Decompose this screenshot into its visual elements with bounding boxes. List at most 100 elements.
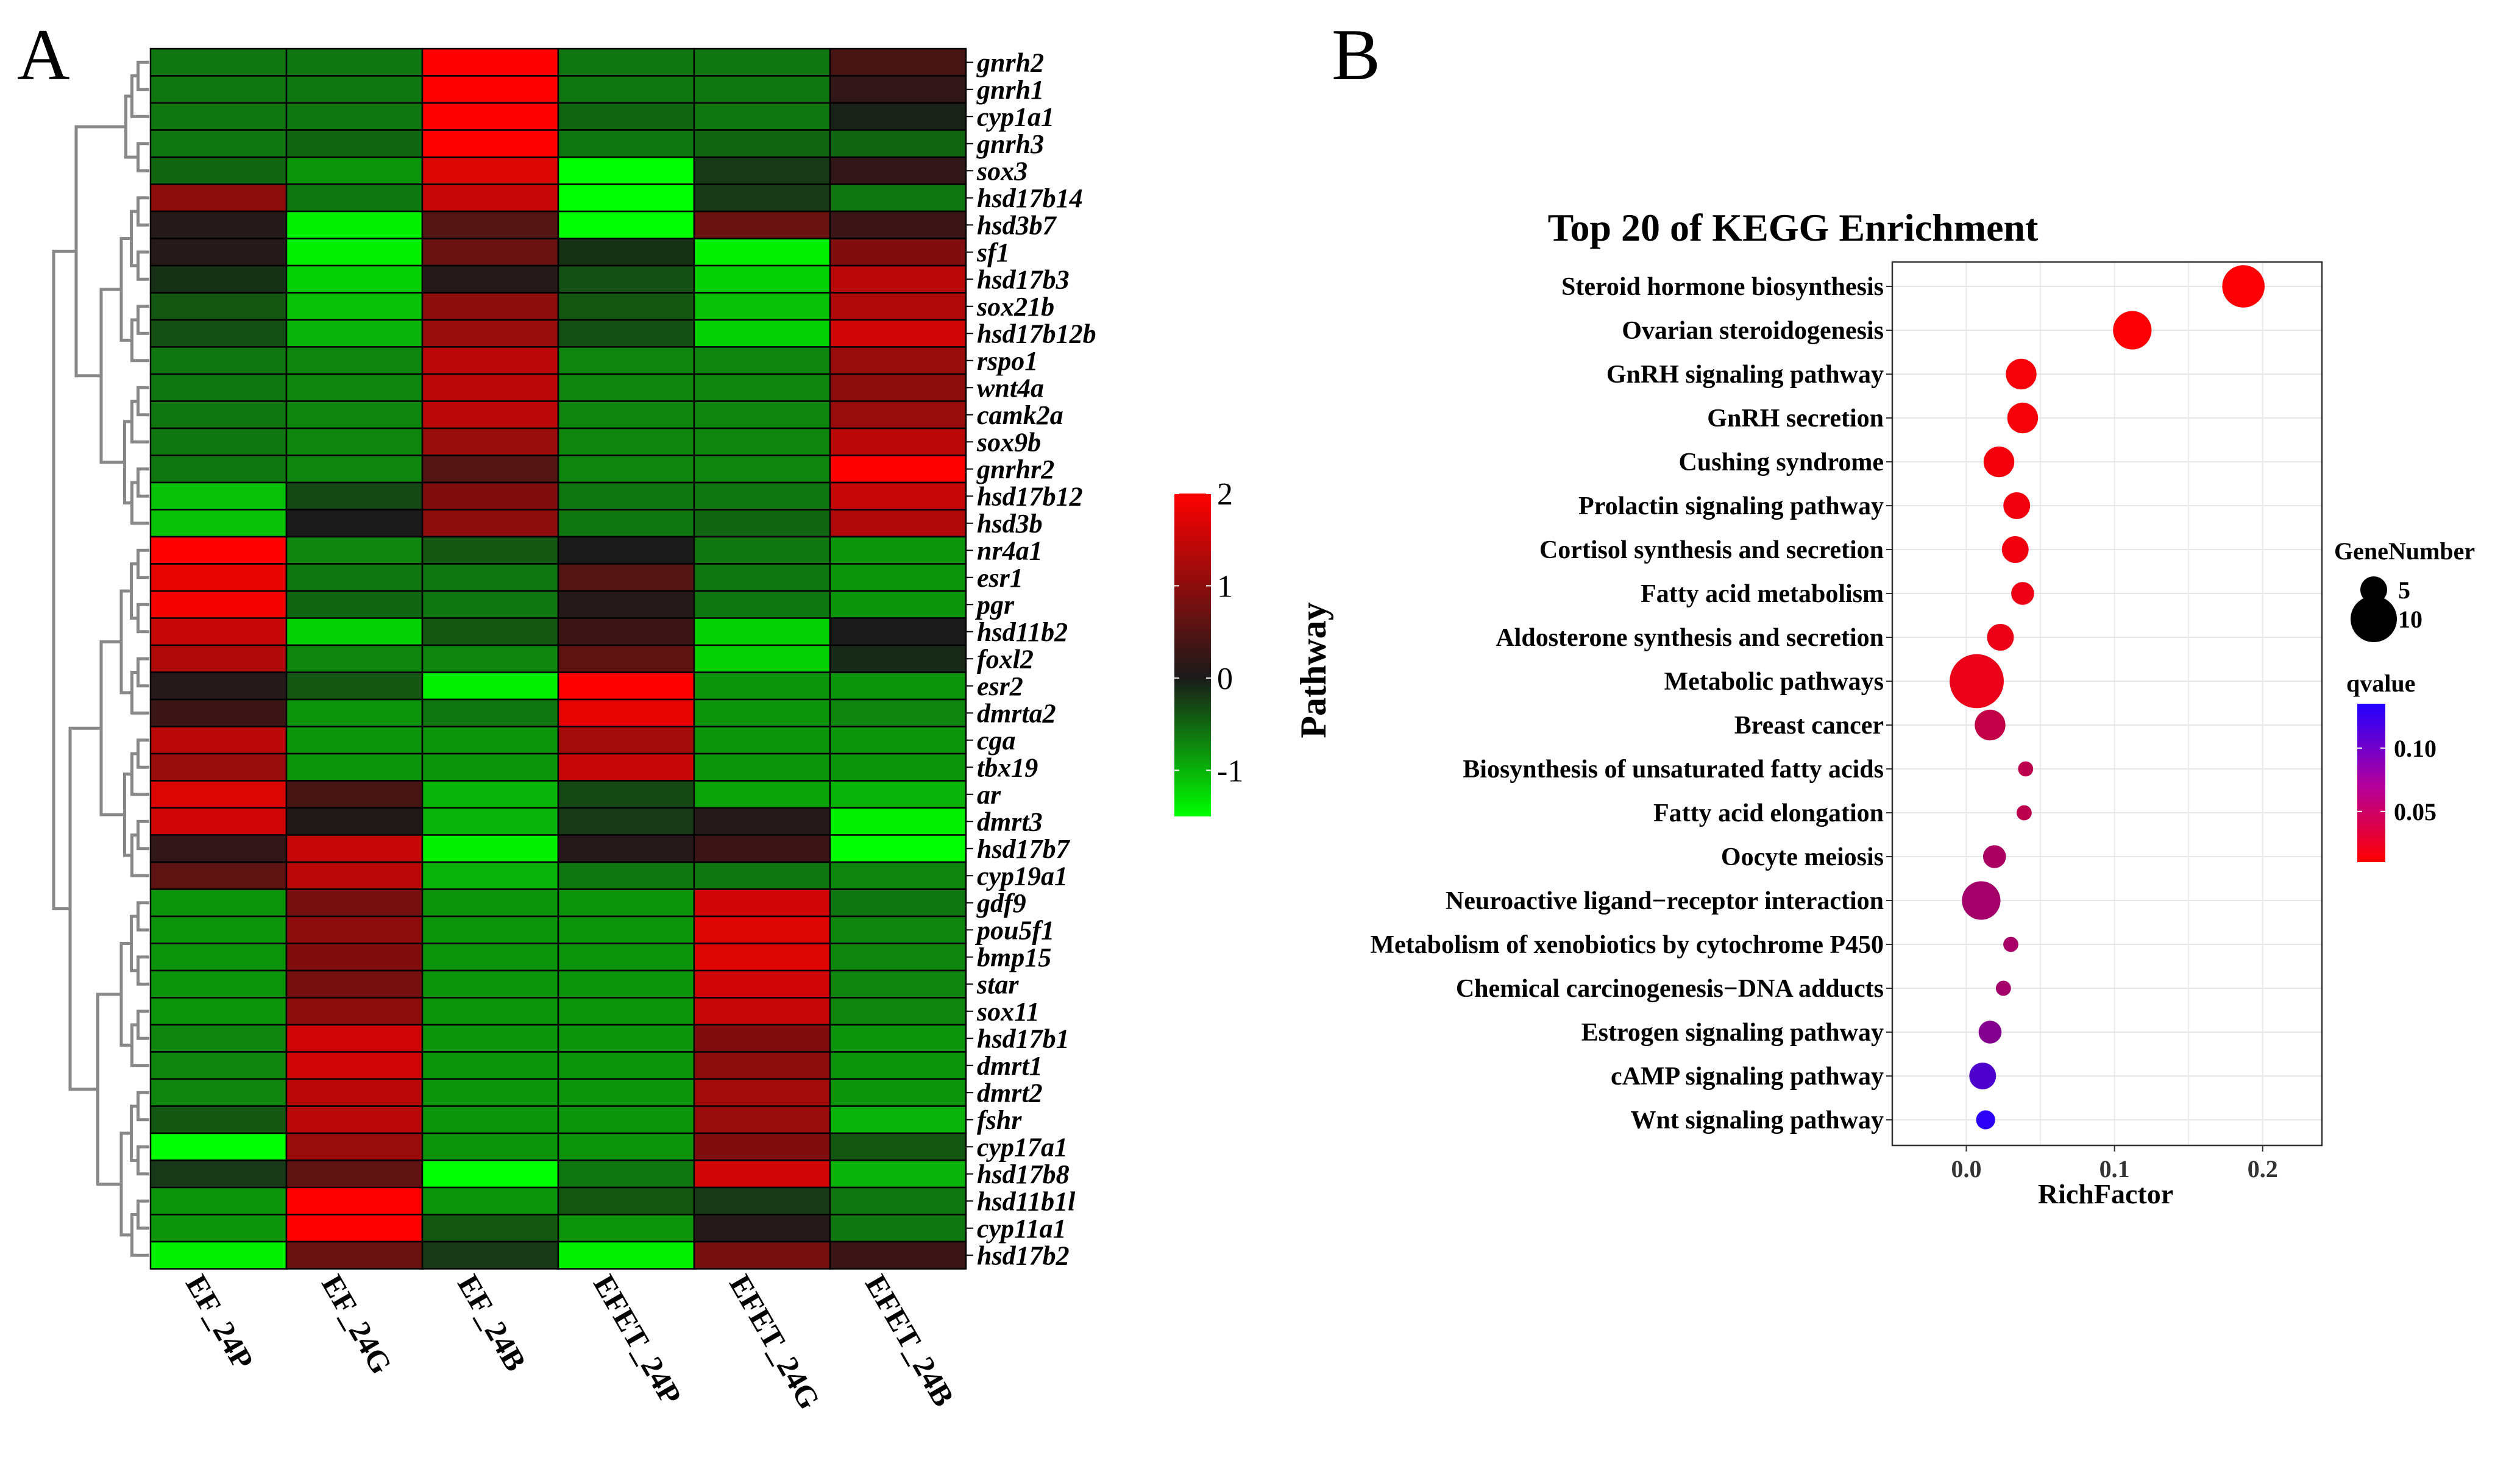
gene-label: hsd17b12: [977, 481, 1083, 511]
heatmap-cell: [149, 481, 288, 511]
heatmap-cell: [149, 129, 288, 158]
heatmap-cell: [693, 997, 831, 1026]
heatmap-cell: [285, 590, 424, 619]
heatmap-cell: [285, 617, 424, 646]
heatmap-cell: [421, 481, 559, 511]
gene-label: gnrh2: [976, 48, 1044, 77]
x-tick-label: 0.2: [2248, 1155, 2278, 1183]
heatmap-cell: [829, 861, 967, 890]
heatmap-cell: [557, 969, 695, 999]
dendrogram-branch: [137, 1145, 149, 1176]
sample-label: EFET_24B: [859, 1269, 961, 1412]
dendrogram-branch: [130, 671, 149, 715]
heatmap-cell: [285, 183, 424, 213]
color-legend-title: qvalue: [2346, 670, 2415, 697]
heatmap-cell: [829, 1159, 967, 1189]
heatmap-cell: [421, 346, 559, 375]
heatmap-cell: [693, 726, 831, 755]
heatmap-cell: [149, 536, 288, 565]
heatmap-cell: [421, 373, 559, 402]
heatmap-cell: [149, 292, 288, 321]
heatmap-cell: [149, 1240, 288, 1270]
heatmap-cell: [829, 75, 967, 104]
heatmap-cell: [829, 509, 967, 538]
x-tick-label: 0.1: [2099, 1155, 2130, 1183]
heatmap-cell: [285, 1051, 424, 1080]
heatmap-cell: [421, 888, 559, 918]
heatmap-cell: [421, 915, 559, 944]
heatmap-cell: [285, 373, 424, 402]
heatmap-cell: [557, 915, 695, 944]
gene-label: nr4a1: [977, 536, 1043, 565]
data-point: [1975, 709, 2006, 741]
heatmap-cell: [829, 1186, 967, 1216]
heatmap-cell: [557, 1132, 695, 1161]
gene-label: sox21b: [976, 292, 1054, 322]
qvalue-tick-label: 0.10: [2394, 735, 2437, 762]
heatmap-cell: [285, 481, 424, 511]
heatmap-cell: [149, 915, 288, 944]
heatmap-cell: [829, 210, 967, 239]
heatmap-cell: [149, 726, 288, 755]
heatmap-cell: [421, 427, 559, 456]
heatmap-cell: [693, 1186, 831, 1216]
heatmap-cells: [149, 48, 967, 1270]
dendrogram-branch: [137, 603, 149, 634]
heatmap-cell: [557, 861, 695, 890]
heatmap-cell: [693, 590, 831, 619]
gene-label: tbx19: [977, 752, 1038, 782]
heatmap-cell: [149, 400, 288, 430]
pathway-label: Aldosterone synthesis and secretion: [1496, 624, 1884, 652]
data-point: [1969, 1063, 1996, 1089]
heatmap-cell: [829, 563, 967, 592]
pathway-label: Cushing syndrome: [1679, 448, 1884, 476]
heatmap-cell: [557, 1159, 695, 1189]
heatmap-cell: [149, 617, 288, 646]
heatmap-cell: [557, 563, 695, 592]
heatmap-panel: gnrh2gnrh1cyp1a1gnrh3sox3hsd17b14hsd3b7s…: [52, 48, 1243, 1415]
panel-label-b: B: [1332, 14, 1380, 95]
gene-label: star: [976, 969, 1019, 999]
heatmap-cell: [149, 1214, 288, 1243]
colorbar-tick-label: -1: [1217, 754, 1243, 788]
data-point: [2011, 582, 2034, 605]
sample-label: EFET_24G: [723, 1269, 827, 1415]
dendrogram-branch: [52, 249, 76, 910]
heatmap-cell: [693, 644, 831, 673]
heatmap-cell: [285, 102, 424, 131]
heatmap-cell: [421, 780, 559, 809]
kegg-dotplot-panel: Top 20 of KEGG Enrichment Steroid hormon…: [1293, 206, 2475, 1209]
dendrogram-branch: [96, 993, 121, 1186]
heatmap-cell: [557, 455, 695, 484]
heatmap-cell: [421, 943, 559, 972]
pathway-label: Fatty acid metabolism: [1641, 580, 1884, 608]
gene-label: hsd17b2: [977, 1240, 1070, 1270]
heatmap-cell: [693, 834, 831, 863]
heatmap-cell: [285, 238, 424, 267]
heatmap-cell: [557, 48, 695, 77]
heatmap-cell: [149, 698, 288, 727]
gene-label: cyp17a1: [977, 1132, 1068, 1162]
heatmap-cell: [829, 129, 967, 158]
heatmap-cell: [693, 48, 831, 77]
heatmap-cell: [149, 834, 288, 863]
heatmap-cell: [557, 1214, 695, 1243]
heatmap-cell: [421, 1214, 559, 1243]
pathway-label: Estrogen signaling pathway: [1581, 1019, 1884, 1047]
pathway-label: Metabolism of xenobiotics by cytochrome …: [1370, 931, 1884, 959]
heatmap-cell: [557, 1105, 695, 1134]
heatmap-cell: [829, 1024, 967, 1053]
heatmap-cell: [557, 997, 695, 1026]
heatmap-cell: [285, 48, 424, 77]
heatmap-cell: [693, 1159, 831, 1189]
heatmap-cell: [557, 1051, 695, 1080]
heatmap-cell: [149, 969, 288, 999]
heatmap-cell: [693, 238, 831, 267]
heatmap-cell: [285, 943, 424, 972]
heatmap-cell: [829, 997, 967, 1026]
heatmap-cell: [421, 75, 559, 104]
heatmap-cell: [557, 346, 695, 375]
heatmap-cell: [421, 698, 559, 727]
plot-border: [1891, 261, 2323, 1147]
